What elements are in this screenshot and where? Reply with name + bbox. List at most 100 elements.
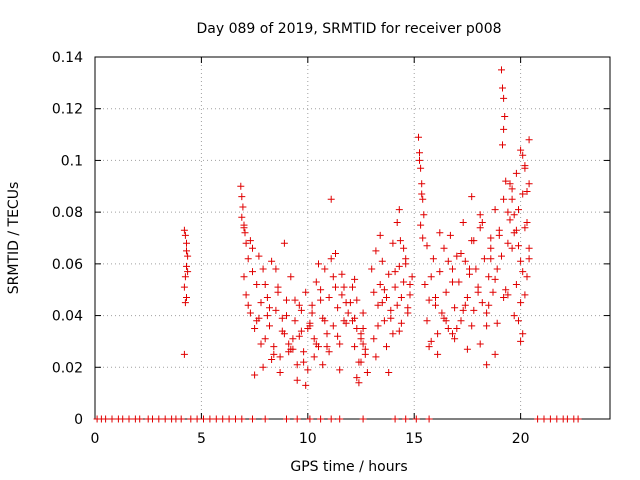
data-point [470,237,478,245]
data-point [425,343,433,351]
data-point [372,353,380,361]
data-point [255,252,263,260]
data-point [353,325,361,332]
data-point [493,319,501,327]
data-point [483,322,491,330]
data-point [553,415,561,423]
data-point [253,317,261,325]
data-point [212,415,220,423]
data-point [370,288,378,296]
data-point [149,415,156,423]
data-point [512,169,520,177]
data-point [427,273,435,281]
data-point [400,244,408,252]
x-axis-label: GPS time / hours [290,459,407,475]
data-point [344,309,352,317]
data-point [478,219,486,226]
data-point [385,270,393,278]
data-point [361,350,369,358]
data-point [451,335,459,343]
data-point [200,415,207,423]
data-point [515,206,522,214]
data-point [181,231,189,239]
data-point [383,343,390,351]
data-point [395,327,403,335]
data-point [510,312,518,320]
data-point [363,369,371,376]
data-point [423,242,431,250]
data-point [406,281,414,288]
data-point [274,288,282,296]
data-point [266,322,273,330]
data-point [523,219,531,226]
data-point [519,268,527,276]
data-point [310,353,318,361]
data-point [266,304,273,312]
data-point [317,296,325,304]
data-point [125,415,133,423]
data-point [306,415,314,423]
data-point [419,195,427,203]
data-point [357,330,365,338]
data-point [374,322,382,330]
data-point [351,275,359,283]
data-point [242,239,250,247]
data-point [483,361,491,369]
data-point [397,319,405,327]
data-point [461,257,469,265]
data-point [334,304,342,312]
data-point [329,322,337,330]
plot-frame [94,56,611,420]
data-point [480,255,488,263]
data-point [308,309,316,317]
data-point [512,226,520,234]
data-point [499,141,506,149]
data-point [291,296,299,304]
data-point [432,294,439,301]
data-point [276,353,284,361]
data-point [476,224,484,232]
data-point [519,330,527,338]
data-point [244,301,252,309]
data-point [463,345,471,353]
data-point [444,257,452,265]
data-point [177,415,185,423]
data-point [519,190,527,198]
x-tick-label: 5 [197,431,206,447]
data-point [295,301,303,309]
data-point [259,265,267,273]
data-point [444,325,452,332]
data-point [501,113,509,120]
data-point [416,156,423,164]
data-point [187,415,195,423]
data-point [289,335,297,343]
data-point [453,252,461,260]
data-point [425,296,433,304]
data-point [293,376,301,384]
data-point [449,330,456,338]
x-tick-label: 0 [91,431,100,447]
data-point [402,260,410,268]
data-point [263,312,271,320]
data-point [285,348,293,356]
data-point [427,337,435,345]
y-tick-label: 0.14 [52,50,83,66]
data-point [349,283,356,291]
data-point [359,415,367,423]
data-point [420,211,428,219]
data-point [184,268,192,276]
data-point [261,335,269,343]
data-point [476,340,484,348]
data-point [500,195,508,203]
data-point [376,231,384,239]
data-point [523,273,531,281]
data-point [241,229,249,237]
data-point [353,296,361,304]
data-point [193,415,201,423]
data-point [491,206,499,214]
data-point [517,299,525,307]
data-point [436,229,444,237]
data-point [500,125,508,133]
data-point [459,306,467,314]
data-point [300,348,308,356]
